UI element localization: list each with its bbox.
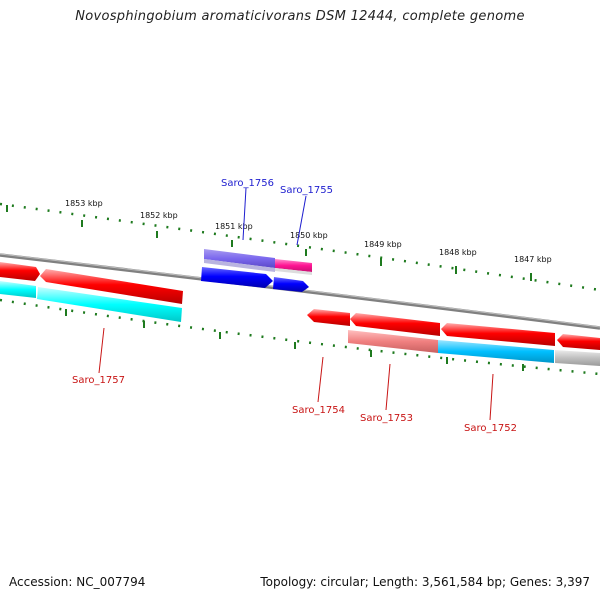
scale-label-1852: 1852 kbp [140, 211, 178, 220]
cds-arrow-left-1[interactable] [0, 262, 40, 281]
topology-label: Topology: circular; Length: 3,561,584 bp… [260, 575, 590, 589]
map-title: Novosphingobium aromaticivorans DSM 1244… [75, 9, 525, 24]
scale-labels: 1853 kbp 1852 kbp 1851 kbp 1850 kbp 1849… [65, 199, 552, 264]
inner-scale-ring [0, 298, 600, 376]
scale-label-1853: 1853 kbp [65, 199, 103, 208]
cds-arrow-saro-1752[interactable] [441, 323, 555, 346]
scale-label-1851: 1851 kbp [215, 222, 253, 231]
track-cyan-left-1 [0, 281, 36, 298]
cds-arrow-saro-1753[interactable] [350, 313, 440, 336]
outer-scale-ring [0, 202, 600, 292]
cds-arrow-saro-1755[interactable] [273, 277, 309, 292]
gene-label-saro-1753[interactable]: Saro_1753 [360, 413, 413, 424]
scale-label-1848: 1848 kbp [439, 248, 477, 257]
scale-label-1849: 1849 kbp [364, 240, 402, 249]
gene-label-saro-1754[interactable]: Saro_1754 [292, 405, 345, 416]
label-leader-lines [98, 187, 494, 421]
gene-label-saro-1755[interactable]: Saro_1755 [280, 185, 333, 196]
track-sky-saro-1752 [438, 340, 554, 363]
cds-arrow-saro-1757[interactable] [40, 269, 183, 304]
accession-label: Accession: NC_007794 [9, 575, 146, 589]
gene-label-saro-1756[interactable]: Saro_1756 [221, 178, 274, 189]
gene-label-saro-1752[interactable]: Saro_1752 [464, 423, 517, 434]
track-cyan-saro-1757 [37, 287, 182, 322]
scale-label-1850: 1850 kbp [290, 231, 328, 240]
track-pink-saro-1755 [275, 259, 312, 272]
track-slate-saro-1756 [204, 249, 275, 268]
cds-arrow-right-1[interactable] [557, 334, 600, 350]
scale-label-1847: 1847 kbp [514, 255, 552, 264]
track-salmon-saro-1753 [348, 330, 438, 353]
cds-arrow-saro-1756[interactable] [201, 267, 273, 288]
cds-arrow-saro-1754[interactable] [307, 309, 350, 326]
gene-label-saro-1757[interactable]: Saro_1757 [72, 375, 125, 386]
track-gray-right-1 [555, 350, 600, 366]
